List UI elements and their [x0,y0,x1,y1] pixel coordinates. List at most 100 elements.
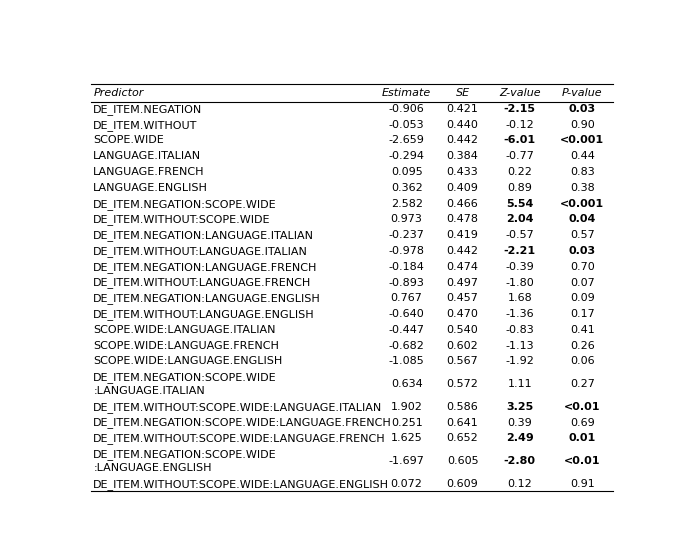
Text: 0.57: 0.57 [570,230,595,240]
Text: 0.572: 0.572 [447,379,479,389]
Text: DE_ITEM.WITHOUT: DE_ITEM.WITHOUT [93,120,198,131]
Text: DE_ITEM.NEGATION:SCOPE.WIDE: DE_ITEM.NEGATION:SCOPE.WIDE [93,372,277,383]
Text: -0.640: -0.640 [389,309,425,319]
Text: 0.69: 0.69 [570,418,595,428]
Text: 0.04: 0.04 [569,214,596,224]
Text: -0.053: -0.053 [389,120,425,130]
Text: -2.15: -2.15 [504,104,536,114]
Text: 0.06: 0.06 [570,356,595,366]
Text: 2.49: 2.49 [506,433,534,443]
Text: Z-value: Z-value [499,88,541,98]
Text: 0.38: 0.38 [570,183,595,193]
Text: 0.409: 0.409 [447,183,479,193]
Text: 1.625: 1.625 [391,433,423,443]
Text: 0.457: 0.457 [447,293,479,303]
Text: 0.478: 0.478 [447,214,479,224]
Text: 0.586: 0.586 [447,402,478,412]
Text: SCOPE.WIDE:LANGUAGE.FRENCH: SCOPE.WIDE:LANGUAGE.FRENCH [93,341,279,351]
Text: DE_ITEM.WITHOUT:LANGUAGE.ENGLISH: DE_ITEM.WITHOUT:LANGUAGE.ENGLISH [93,309,315,320]
Text: <0.001: <0.001 [561,136,605,146]
Text: 1.11: 1.11 [508,379,532,389]
Text: -0.12: -0.12 [506,120,534,130]
Text: -0.77: -0.77 [506,151,534,161]
Text: -1.697: -1.697 [389,456,425,466]
Text: <0.01: <0.01 [564,402,600,412]
Text: 0.602: 0.602 [447,341,478,351]
Text: 0.440: 0.440 [447,120,479,130]
Text: -0.682: -0.682 [389,341,425,351]
Text: DE_ITEM.WITHOUT:LANGUAGE.ITALIAN: DE_ITEM.WITHOUT:LANGUAGE.ITALIAN [93,246,308,257]
Text: 5.54: 5.54 [506,198,534,209]
Text: -2.21: -2.21 [504,246,536,256]
Text: 0.03: 0.03 [569,246,596,256]
Text: 0.17: 0.17 [570,309,595,319]
Text: 0.466: 0.466 [447,198,478,209]
Text: DE_ITEM.WITHOUT:SCOPE.WIDE: DE_ITEM.WITHOUT:SCOPE.WIDE [93,214,271,225]
Text: 3.25: 3.25 [506,402,533,412]
Text: 0.89: 0.89 [508,183,532,193]
Text: 0.567: 0.567 [447,356,478,366]
Text: 0.095: 0.095 [391,167,423,177]
Text: 0.652: 0.652 [447,433,478,443]
Text: 0.442: 0.442 [447,136,479,146]
Text: 2.582: 2.582 [391,198,423,209]
Text: 0.767: 0.767 [391,293,423,303]
Text: DE_ITEM.NEGATION:SCOPE.WIDE:LANGUAGE.FRENCH: DE_ITEM.NEGATION:SCOPE.WIDE:LANGUAGE.FRE… [93,418,392,428]
Text: -0.906: -0.906 [389,104,425,114]
Text: 0.419: 0.419 [447,230,479,240]
Text: 0.70: 0.70 [570,261,595,272]
Text: Estimate: Estimate [382,88,431,98]
Text: :LANGUAGE.ENGLISH: :LANGUAGE.ENGLISH [93,463,212,473]
Text: <0.001: <0.001 [561,198,605,209]
Text: 0.609: 0.609 [447,479,478,489]
Text: -1.36: -1.36 [506,309,534,319]
Text: SCOPE.WIDE:LANGUAGE.ENGLISH: SCOPE.WIDE:LANGUAGE.ENGLISH [93,356,282,366]
Text: 0.07: 0.07 [570,278,595,288]
Text: 2.04: 2.04 [506,214,534,224]
Text: 0.497: 0.497 [447,278,479,288]
Text: DE_ITEM.NEGATION:LANGUAGE.FRENCH: DE_ITEM.NEGATION:LANGUAGE.FRENCH [93,261,317,273]
Text: 0.09: 0.09 [570,293,595,303]
Text: Predictor: Predictor [93,88,144,98]
Text: <0.01: <0.01 [564,456,600,466]
Text: 0.22: 0.22 [508,167,532,177]
Text: -0.57: -0.57 [506,230,534,240]
Text: P-value: P-value [562,88,602,98]
Text: SCOPE.WIDE:LANGUAGE.ITALIAN: SCOPE.WIDE:LANGUAGE.ITALIAN [93,325,275,335]
Text: 0.421: 0.421 [447,104,479,114]
Text: -1.92: -1.92 [506,356,534,366]
Text: 1.902: 1.902 [391,402,423,412]
Text: DE_ITEM.NEGATION: DE_ITEM.NEGATION [93,104,203,115]
Text: 1.68: 1.68 [508,293,532,303]
Text: -0.39: -0.39 [506,261,534,272]
Text: DE_ITEM.WITHOUT:SCOPE.WIDE:LANGUAGE.FRENCH: DE_ITEM.WITHOUT:SCOPE.WIDE:LANGUAGE.FREN… [93,433,386,444]
Text: -1.13: -1.13 [506,341,534,351]
Text: 0.474: 0.474 [447,261,479,272]
Text: DE_ITEM.NEGATION:LANGUAGE.ITALIAN: DE_ITEM.NEGATION:LANGUAGE.ITALIAN [93,230,315,241]
Text: 0.072: 0.072 [391,479,423,489]
Text: -0.184: -0.184 [389,261,425,272]
Text: 0.41: 0.41 [570,325,595,335]
Text: :LANGUAGE.ITALIAN: :LANGUAGE.ITALIAN [93,386,205,396]
Text: 0.03: 0.03 [569,104,596,114]
Text: 0.470: 0.470 [447,309,479,319]
Text: DE_ITEM.NEGATION:LANGUAGE.ENGLISH: DE_ITEM.NEGATION:LANGUAGE.ENGLISH [93,293,321,304]
Text: -2.659: -2.659 [389,136,425,146]
Text: DE_ITEM.WITHOUT:SCOPE.WIDE:LANGUAGE.ITALIAN: DE_ITEM.WITHOUT:SCOPE.WIDE:LANGUAGE.ITAL… [93,402,383,413]
Text: 0.26: 0.26 [570,341,595,351]
Text: DE_ITEM.NEGATION:SCOPE.WIDE: DE_ITEM.NEGATION:SCOPE.WIDE [93,449,277,460]
Text: 0.251: 0.251 [391,418,423,428]
Text: 0.27: 0.27 [570,379,595,389]
Text: 0.83: 0.83 [570,167,595,177]
Text: 0.12: 0.12 [508,479,532,489]
Text: -0.447: -0.447 [389,325,425,335]
Text: 0.362: 0.362 [391,183,423,193]
Text: LANGUAGE.ITALIAN: LANGUAGE.ITALIAN [93,151,201,161]
Text: SE: SE [455,88,470,98]
Text: 0.442: 0.442 [447,246,479,256]
Text: -0.83: -0.83 [506,325,534,335]
Text: 0.01: 0.01 [569,433,596,443]
Text: 0.91: 0.91 [570,479,595,489]
Text: -1.80: -1.80 [506,278,534,288]
Text: DE_ITEM.WITHOUT:LANGUAGE.FRENCH: DE_ITEM.WITHOUT:LANGUAGE.FRENCH [93,278,312,289]
